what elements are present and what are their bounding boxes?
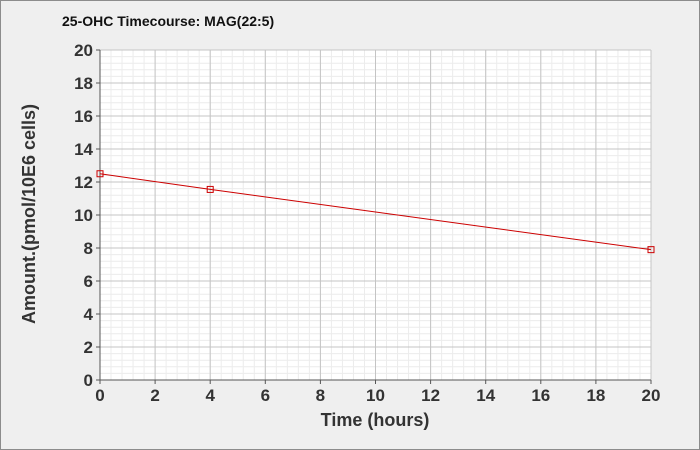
x-tick-label: 4 [205, 386, 215, 405]
y-tick-label: 10 [74, 206, 93, 225]
y-axis-label: Amount.(pmol/10E6 cells) [19, 104, 39, 324]
x-tick-label: 6 [261, 386, 270, 405]
x-tick-label: 10 [366, 386, 385, 405]
x-axis-label: Time (hours) [321, 410, 430, 430]
x-tick-label: 20 [642, 386, 661, 405]
x-tick-label: 8 [316, 386, 325, 405]
y-tick-label: 12 [74, 173, 93, 192]
y-tick-label: 14 [74, 140, 93, 159]
x-tick-label: 12 [421, 386, 440, 405]
series-layer [96, 170, 655, 254]
x-tick-label: 18 [586, 386, 605, 405]
x-axis-ticks: 0 2 4 6 8 10 12 14 16 18 20 [95, 380, 660, 405]
y-tick-label: 20 [74, 41, 93, 60]
y-tick-label: 0 [84, 371, 93, 390]
x-tick-label: 14 [476, 386, 495, 405]
x-tick-label: 2 [150, 386, 159, 405]
x-tick-label: 16 [531, 386, 550, 405]
y-tick-label: 6 [84, 272, 93, 291]
y-tick-label: 18 [74, 74, 93, 93]
y-tick-label: 8 [84, 239, 93, 258]
chart-title: 25-OHC Timecourse: MAG(22:5) [62, 13, 274, 29]
y-tick-label: 16 [74, 107, 93, 126]
data-point [206, 185, 214, 193]
series-line [99, 173, 652, 251]
y-tick-label: 2 [84, 338, 93, 357]
data-point [96, 170, 104, 178]
y-tick-label: 4 [84, 305, 94, 324]
y-axis-ticks: 0 2 4 6 8 10 12 14 16 18 20 [74, 41, 100, 390]
data-point [647, 246, 655, 254]
x-tick-label: 0 [95, 386, 104, 405]
